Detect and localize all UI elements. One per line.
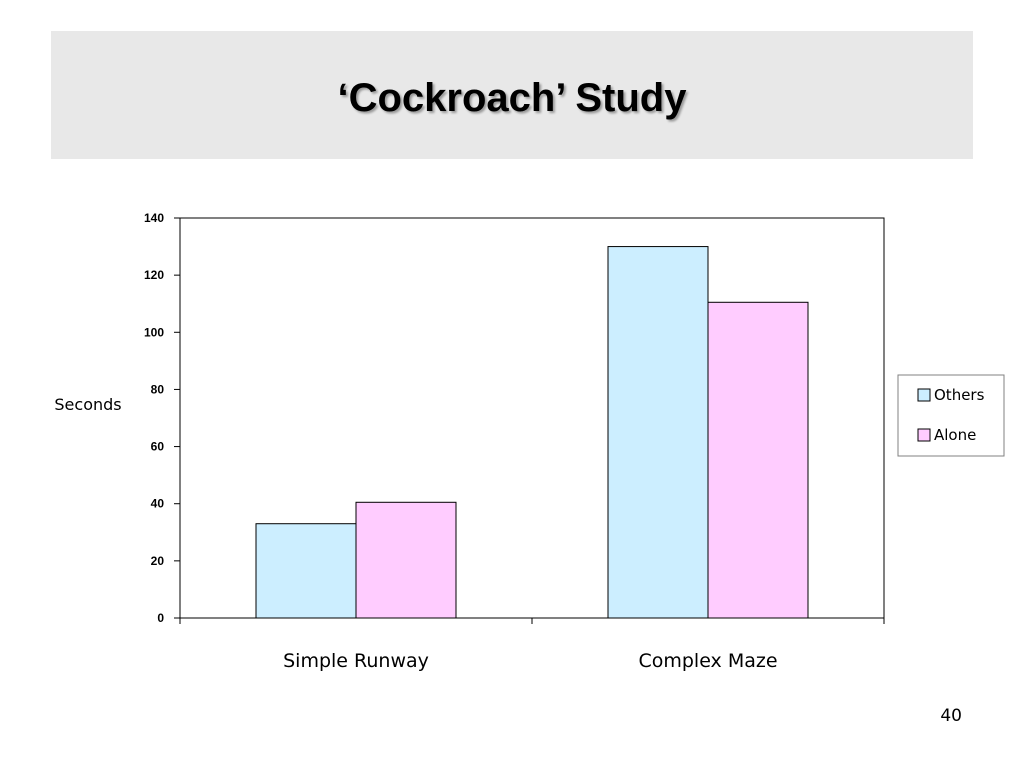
bar-others-simple-runway <box>255 523 357 619</box>
bars <box>255 246 809 619</box>
y-tick-label: 140 <box>144 211 164 225</box>
y-tick-label: 80 <box>151 382 165 396</box>
x-category-labels: Simple Runway Complex Maze <box>283 650 777 672</box>
y-tick-label: 0 <box>157 611 164 625</box>
legend-label-others: Others <box>934 386 985 404</box>
y-axis-title: Seconds <box>54 395 121 414</box>
page-number: 40 <box>940 706 962 726</box>
y-tick-marks <box>174 217 180 619</box>
bar-others-complex-maze <box>607 246 709 619</box>
x-category-label: Complex Maze <box>638 650 777 672</box>
legend-swatch-others <box>917 388 931 402</box>
y-tick-label: 60 <box>151 440 165 454</box>
title-band <box>51 31 973 159</box>
legend: Others Alone <box>897 374 1005 457</box>
y-tick-label: 100 <box>144 325 164 339</box>
y-tick-labels: 0 20 40 60 80 100 120 140 <box>144 211 164 625</box>
y-tick-label: 120 <box>144 268 164 282</box>
legend-frame <box>897 374 1005 457</box>
legend-label-alone: Alone <box>934 426 976 444</box>
legend-swatch-alone <box>917 428 931 442</box>
y-tick-label: 20 <box>151 554 165 568</box>
x-tick-marks <box>179 618 885 624</box>
y-tick-label: 40 <box>151 497 165 511</box>
slide-title: ‘Cockroach’ Study <box>337 76 687 120</box>
bar-alone-complex-maze <box>707 301 809 619</box>
x-category-label: Simple Runway <box>283 650 429 672</box>
bar-alone-simple-runway <box>355 501 457 619</box>
